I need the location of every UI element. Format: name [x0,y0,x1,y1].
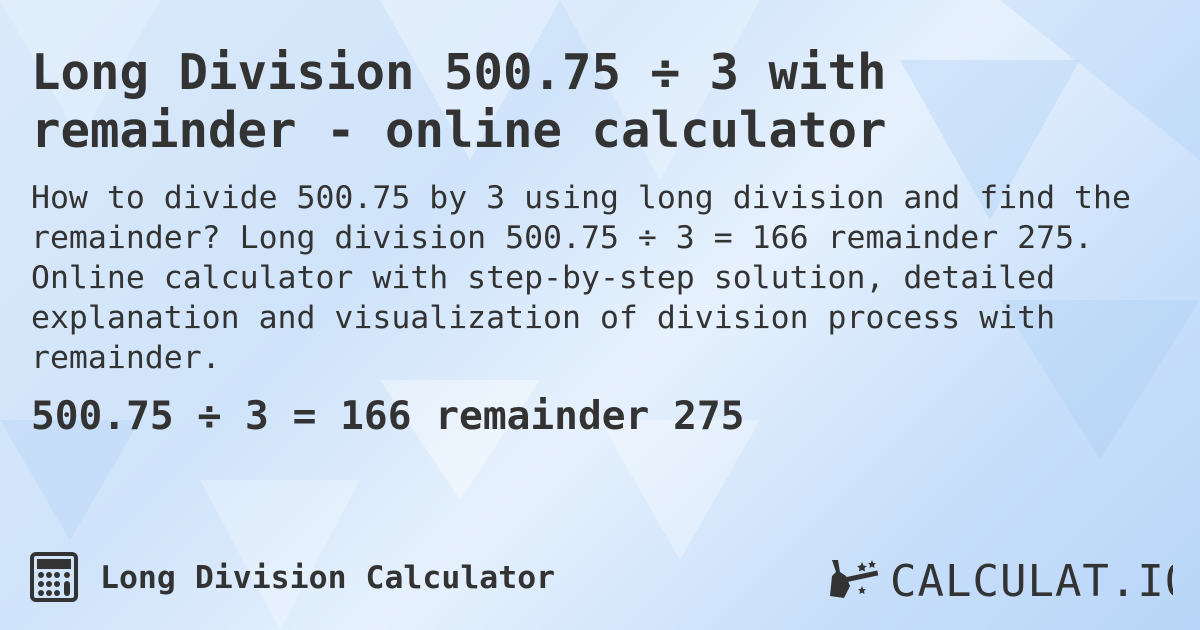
calculat-io-logo[interactable]: CALCULAT.IO [828,556,1173,602]
star-icon [857,562,867,572]
page-title: Long Division 500.75 ÷ 3 with remainder … [31,44,887,159]
magic-hand-wand-icon [830,560,879,598]
result: 500.75 ÷ 3 = 166 remainder 275 [31,393,745,439]
star-icon [858,586,866,594]
description: How to divide 500.75 by 3 using long div… [31,180,1131,376]
star-icon [868,560,876,568]
footer-label: Long Division Calculator [100,560,556,596]
logo-text: CALCULAT.IO [890,556,1173,602]
calculator-icon [30,552,78,602]
